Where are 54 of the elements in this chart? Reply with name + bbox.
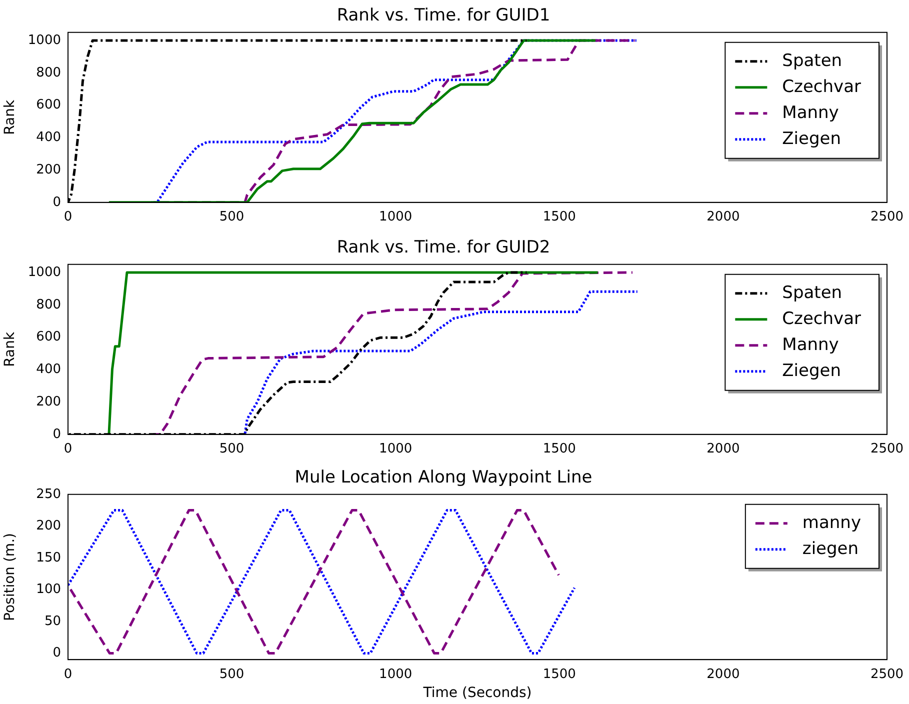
y-tick-label: 0 (52, 426, 61, 442)
y-tick-label: 150 (36, 550, 61, 566)
legend-label: ziegen (802, 538, 859, 559)
x-tick-label: 2500 (870, 666, 904, 682)
x-tick-label: 2500 (870, 442, 904, 457)
line-series (244, 290, 639, 434)
x-axis-title: Time (Seconds) (422, 685, 532, 702)
x-tick-label: 1500 (542, 442, 576, 457)
chart-title: Rank vs. Time. for GUID1 (336, 6, 550, 26)
x-tick-label: 0 (64, 666, 72, 682)
y-tick-label: 200 (36, 394, 61, 410)
legend-label: Manny (782, 334, 839, 355)
legend-label: Czechvar (782, 76, 862, 97)
x-tick-label: 2000 (706, 442, 740, 457)
y-tick-label: 400 (36, 362, 61, 378)
x-tick-label: 0 (64, 442, 72, 457)
legend-label: Spaten (782, 50, 842, 71)
legend-label: Spaten (782, 282, 842, 303)
y-tick-label: 200 (36, 162, 61, 178)
y-tick-label: 1000 (28, 32, 61, 48)
y-tick-label: 800 (36, 65, 61, 80)
y-axis-title: Position (m.) (2, 533, 18, 621)
y-tick-label: 600 (36, 330, 61, 345)
x-tick-label: 2000 (706, 210, 740, 225)
y-tick-label: 400 (36, 130, 61, 146)
x-tick-label: 2500 (870, 210, 904, 225)
chart-title: Mule Location Along Waypoint Line (294, 468, 592, 488)
y-tick-label: 0 (52, 194, 61, 210)
y-tick-label: 50 (44, 614, 61, 629)
legend-label: Manny (782, 102, 839, 123)
x-tick-label: 1000 (379, 210, 412, 225)
legend-label: Ziegen (782, 360, 842, 381)
x-tick-label: 1000 (379, 442, 412, 457)
y-axis-title: Rank (2, 331, 18, 367)
y-tick-label: 250 (36, 486, 61, 502)
y-tick-label: 100 (36, 582, 61, 598)
y-tick-label: 0 (52, 646, 61, 661)
y-axis-title: Rank (2, 99, 18, 135)
x-tick-label: 500 (219, 442, 244, 457)
y-tick-label: 200 (36, 518, 61, 534)
y-tick-label: 800 (36, 297, 61, 312)
y-tick-label: 600 (36, 98, 61, 113)
chart-title: Rank vs. Time. for GUID2 (336, 238, 550, 258)
legend-label: Ziegen (782, 128, 842, 149)
x-tick-label: 1500 (542, 666, 576, 682)
x-tick-label: 500 (219, 210, 244, 225)
x-tick-label: 2000 (706, 666, 740, 682)
x-tick-label: 1000 (379, 666, 412, 682)
x-tick-label: 500 (219, 666, 244, 682)
x-tick-label: 0 (64, 210, 72, 225)
legend-label: Czechvar (782, 308, 862, 329)
y-tick-label: 1000 (28, 264, 61, 280)
legend-label: manny (802, 512, 862, 533)
x-tick-label: 1500 (542, 210, 576, 225)
